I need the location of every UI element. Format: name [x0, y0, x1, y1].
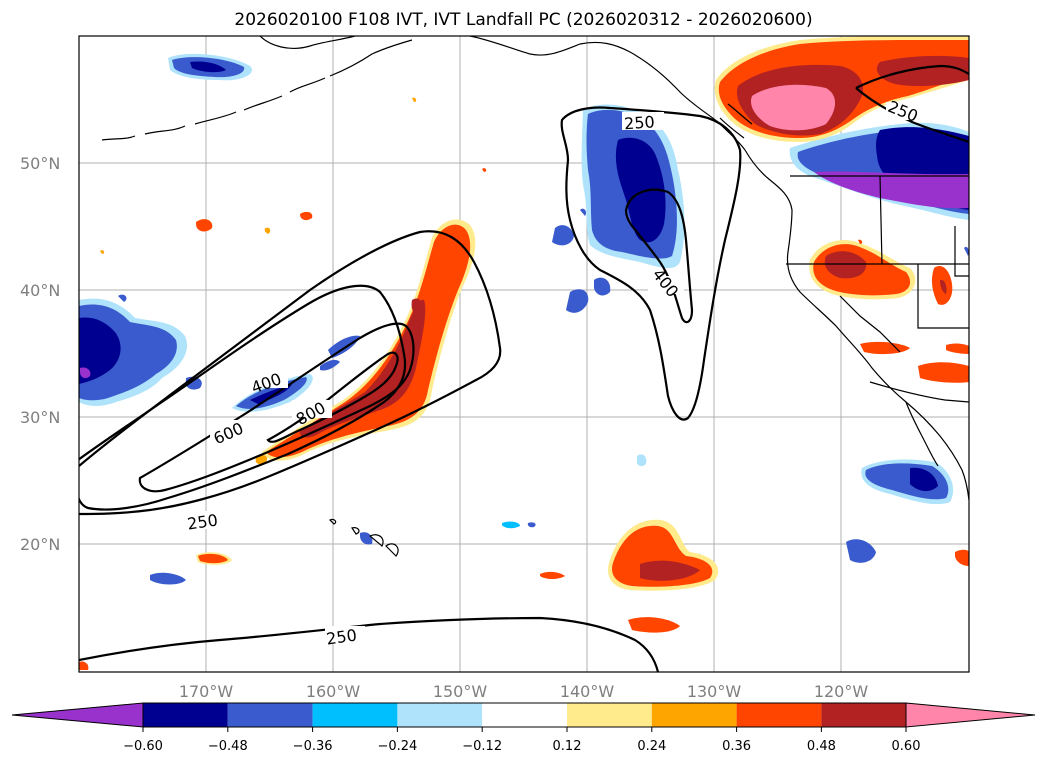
contour-label: 250	[623, 112, 655, 133]
colorbar-segment	[567, 703, 652, 727]
colorbar-tick-label: −0.24	[377, 739, 417, 754]
lat-label: 40°N	[20, 281, 60, 300]
lat-label: 20°N	[20, 535, 60, 554]
lon-label: 170°W	[179, 682, 234, 701]
colorbar-segment	[397, 703, 483, 727]
colorbar-extend-left	[11, 702, 144, 728]
contour-label: 250	[186, 510, 219, 533]
map-frame	[78, 35, 970, 673]
latitude-labels: 50°N 40°N 30°N 20°N	[20, 154, 60, 554]
lon-label: 140°W	[560, 682, 615, 701]
longitude-labels: 170°W 160°W 150°W 140°W 130°W 120°W	[179, 682, 869, 701]
ivt-contours	[79, 64, 969, 672]
colorbar-tick-label: 0.12	[553, 739, 582, 754]
contour-label: 250	[325, 625, 358, 648]
colorbar-tick-label: 0.48	[807, 739, 836, 754]
colorbar-extend-right	[905, 702, 1036, 728]
colorbar-segment	[312, 703, 398, 727]
colorbar-tick-label: 0.60	[892, 739, 921, 754]
contour-label-group: 250 250 250 250 400 400 600 800	[186, 97, 926, 649]
lon-label: 130°W	[687, 682, 742, 701]
lon-label: 150°W	[433, 682, 488, 701]
map-title: 2026020100 F108 IVT, IVT Landfall PC (20…	[234, 10, 813, 30]
colorbar-tick-label: −0.36	[293, 739, 333, 754]
colorbar-segment	[482, 703, 567, 727]
colorbar-segment	[227, 703, 313, 727]
colorbar-tick-label: −0.60	[123, 739, 163, 754]
colorbar-tick-label: −0.48	[208, 739, 248, 754]
lon-label: 160°W	[306, 682, 361, 701]
colorbar-segment	[143, 703, 228, 727]
colorbar-tick-label: −0.12	[462, 739, 502, 754]
lat-label: 50°N	[20, 154, 60, 173]
colorbar-segment	[651, 703, 737, 727]
colorbar: −0.60 −0.48 −0.36 −0.24 −0.12 0.12 0.24 …	[11, 702, 1036, 754]
negative-ivt-patches	[79, 53, 969, 585]
lon-label: 120°W	[814, 682, 869, 701]
colorbar-segment	[821, 703, 907, 727]
positive-ivt-patches	[79, 36, 969, 670]
map-plot-area: 250 250 250 250 400 400 600 800	[79, 36, 969, 672]
colorbar-segment	[736, 703, 822, 727]
lat-label: 30°N	[20, 408, 60, 427]
colorbar-tick-label: 0.24	[637, 739, 666, 754]
colorbar-tick-label: 0.36	[722, 739, 751, 754]
